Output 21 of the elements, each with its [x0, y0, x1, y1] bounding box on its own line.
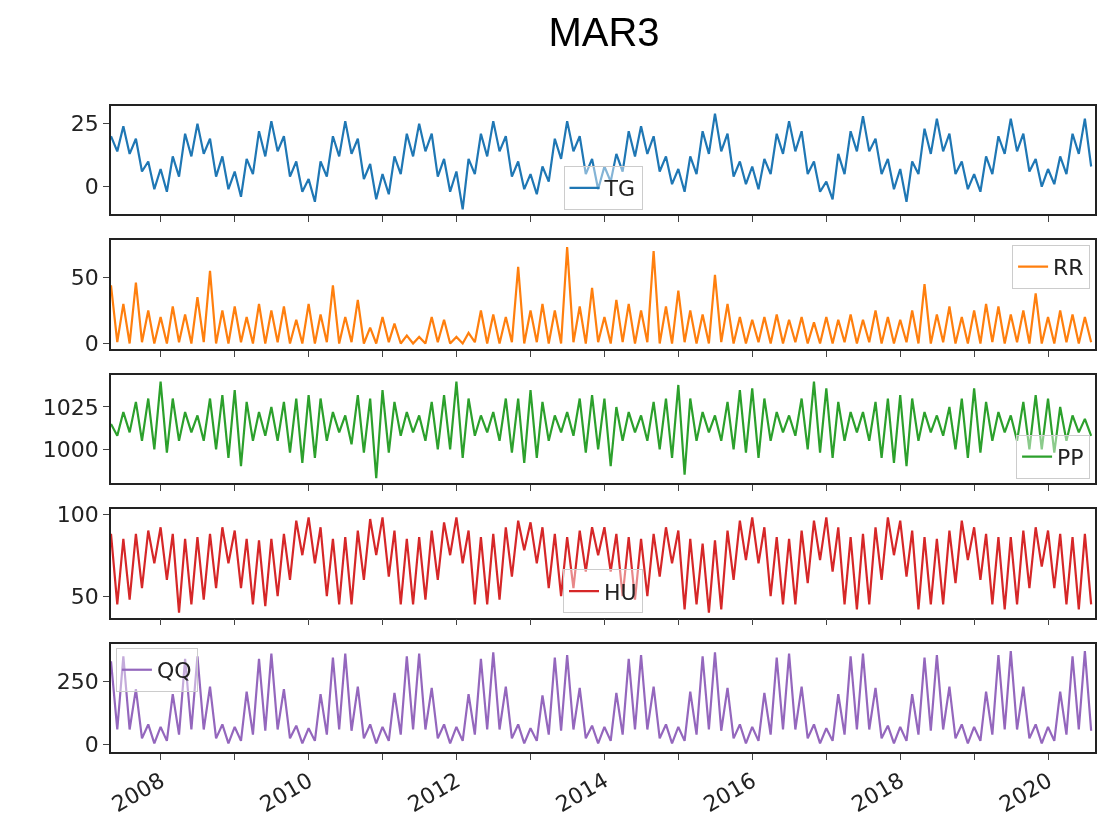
y-tick-label: 0: [84, 331, 99, 357]
y-tick-label: 100: [56, 501, 99, 527]
y-tick-label: 25: [70, 111, 99, 137]
legend-label: PP: [1057, 445, 1084, 471]
y-tick-label: 1025: [42, 394, 99, 420]
y-tick-label: 1000: [42, 437, 99, 463]
legend-label: HU: [604, 579, 637, 605]
legend-label: TG: [603, 176, 635, 202]
legend-label: RR: [1053, 255, 1084, 281]
line-series: [111, 516, 1093, 614]
line-series: [111, 380, 1093, 480]
y-tick-label: 0: [84, 732, 99, 758]
chart-title: MAR3: [548, 10, 660, 54]
y-tick-label: 250: [56, 669, 99, 695]
y-tick-label: 50: [70, 265, 99, 291]
line-series: [111, 112, 1093, 211]
y-tick-label: 50: [70, 583, 99, 609]
y-tick-label: 0: [84, 174, 99, 200]
legend-label: QQ: [156, 658, 192, 684]
line-series: [111, 650, 1093, 745]
line-series: [111, 245, 1093, 345]
